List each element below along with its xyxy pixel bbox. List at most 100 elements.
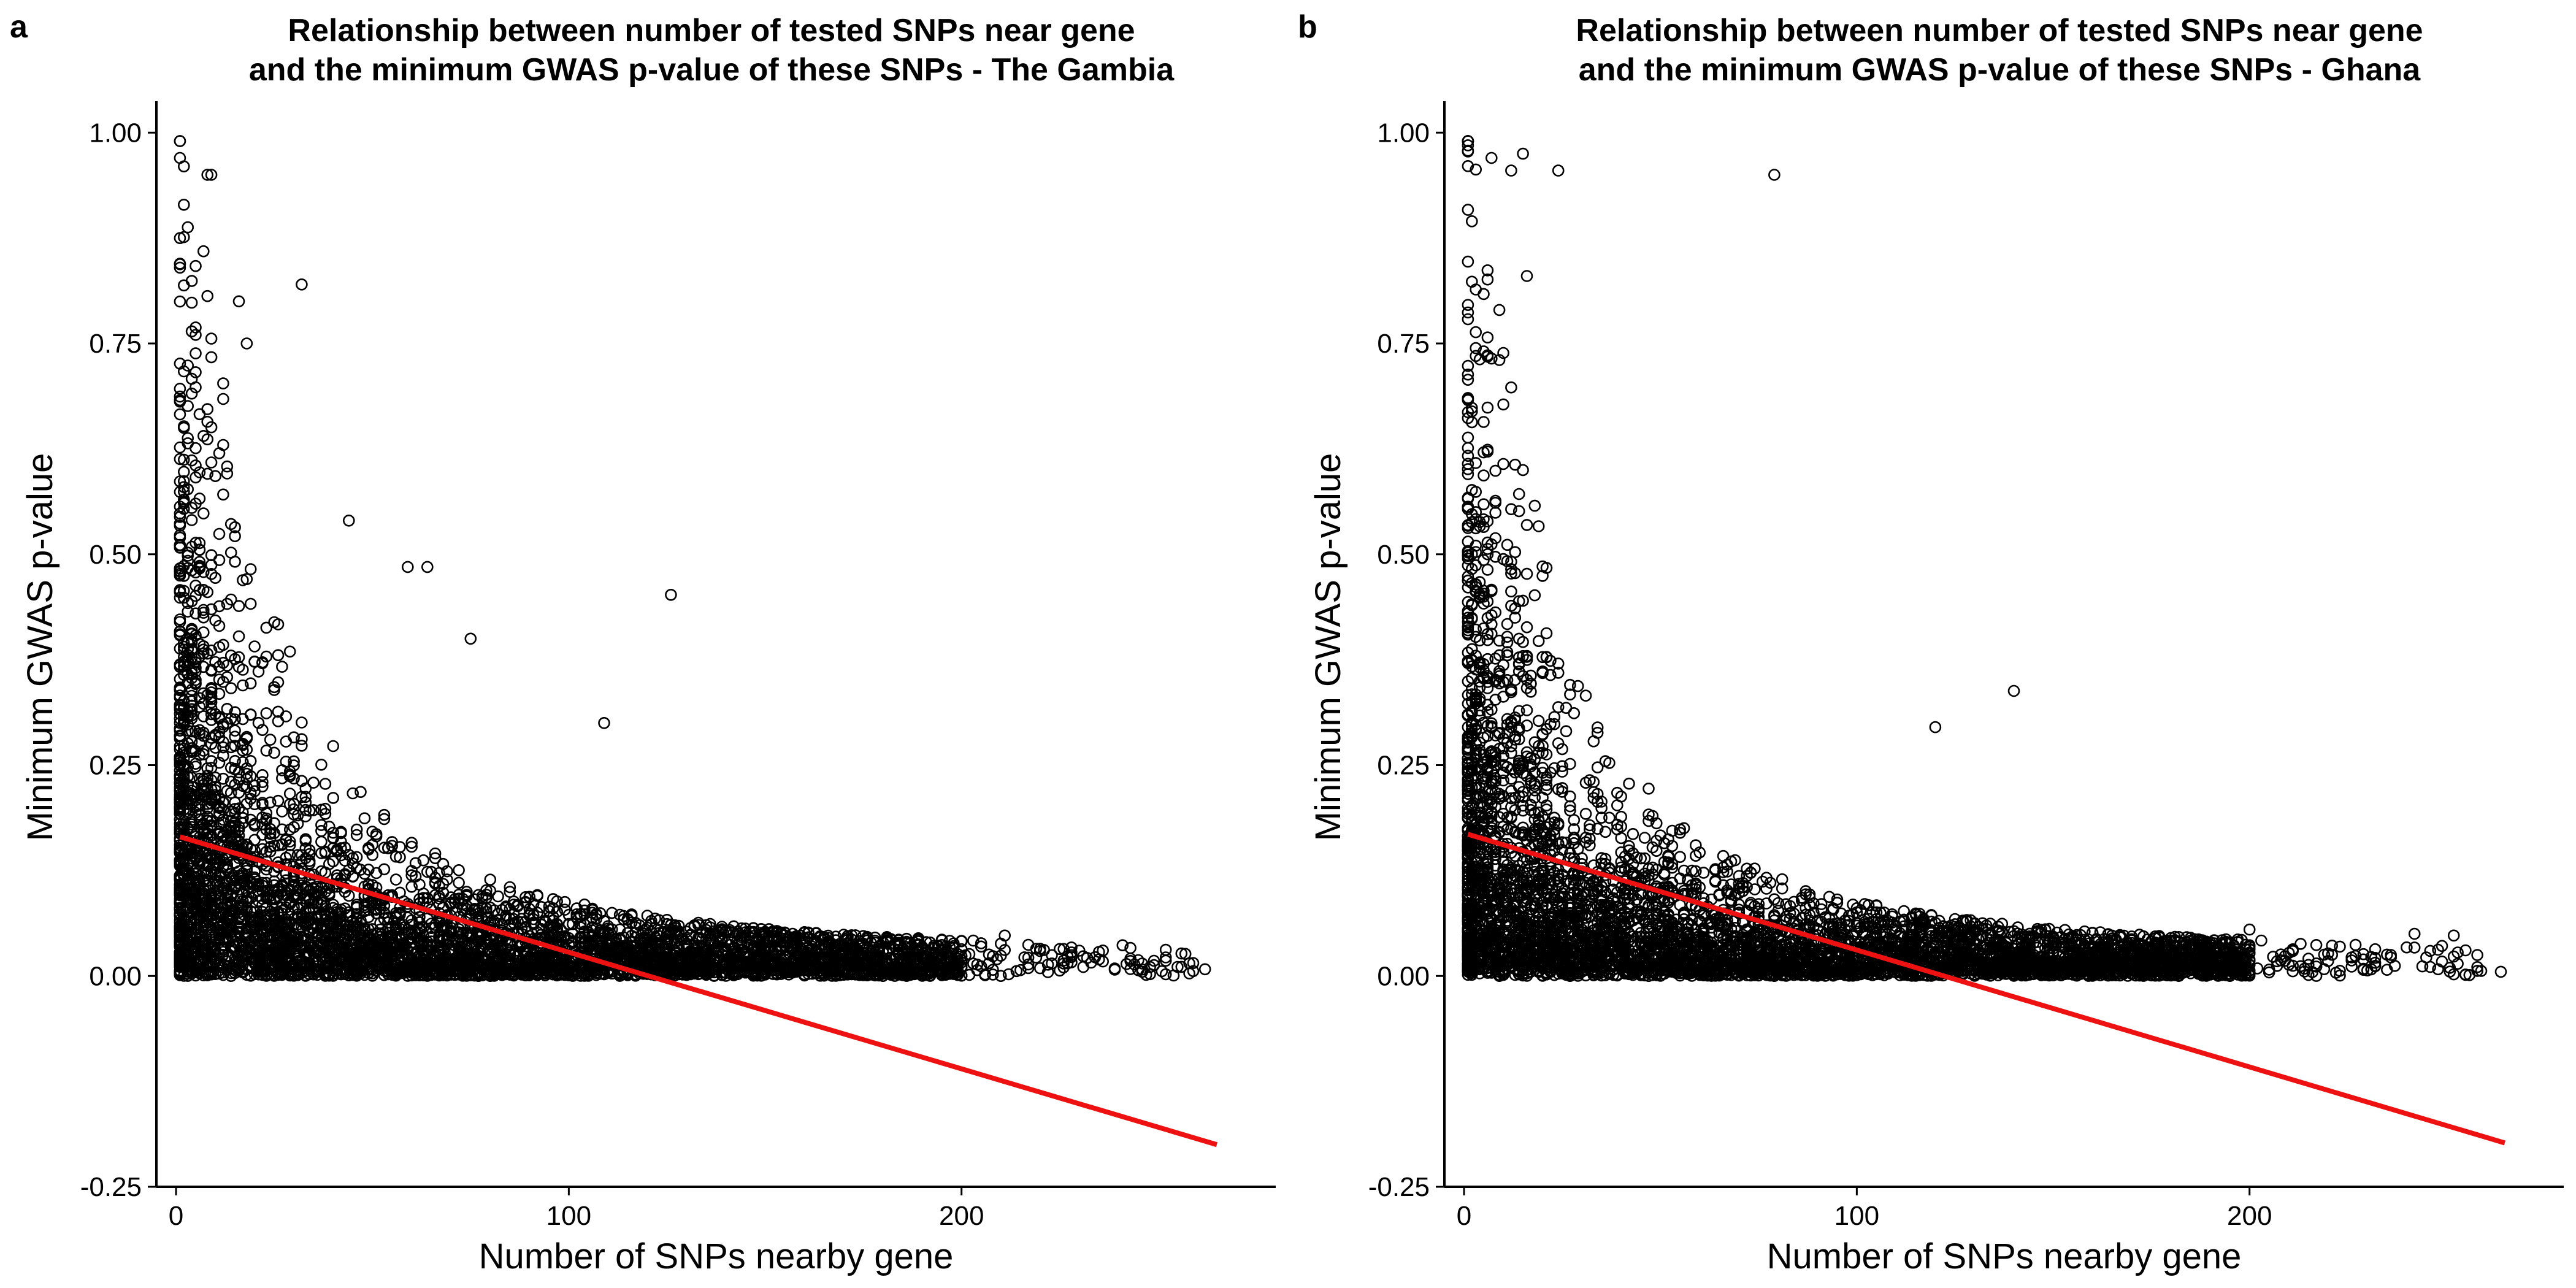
y-tick-label: 1.00 bbox=[89, 118, 142, 148]
scatter-point bbox=[1034, 943, 1046, 955]
scatter-point bbox=[453, 876, 465, 889]
scatter-point bbox=[1022, 938, 1035, 951]
scatter-point bbox=[605, 907, 618, 919]
scatter-point bbox=[339, 932, 351, 945]
y-tick-label: 0.00 bbox=[89, 961, 142, 991]
scatter-point bbox=[197, 907, 210, 920]
scatter-point bbox=[205, 926, 218, 938]
scatter-point bbox=[315, 825, 328, 837]
scatter-point bbox=[500, 902, 512, 914]
scatter-point bbox=[224, 682, 237, 694]
scatter-point bbox=[767, 957, 780, 970]
chart-title-line2: and the minimum GWAS p-value of these SN… bbox=[248, 52, 1175, 88]
scatter-point bbox=[582, 928, 595, 941]
scatter-point bbox=[260, 918, 273, 931]
scatter-point bbox=[594, 967, 607, 980]
scatter-point bbox=[366, 826, 379, 838]
scatter-point bbox=[193, 935, 206, 948]
scatter-point bbox=[873, 942, 885, 955]
scatter-point bbox=[672, 919, 685, 932]
scatter-point bbox=[217, 741, 229, 754]
scatter-point bbox=[288, 941, 300, 953]
scatter-point bbox=[672, 942, 685, 954]
scatter-point bbox=[276, 838, 288, 851]
scatter-point bbox=[296, 716, 308, 729]
scatter-point bbox=[327, 792, 340, 804]
scatter-point bbox=[185, 514, 198, 526]
scatter-point bbox=[197, 818, 210, 830]
scatter-point bbox=[299, 810, 312, 822]
scatter-point bbox=[260, 876, 273, 889]
scatter-point bbox=[468, 903, 481, 916]
scatter-point bbox=[739, 926, 752, 938]
scatter-point bbox=[319, 778, 332, 790]
scatter-point bbox=[174, 968, 186, 981]
scatter-point bbox=[260, 707, 273, 719]
scatter-point bbox=[342, 849, 355, 861]
scatter-point bbox=[456, 947, 469, 959]
scatter-point bbox=[386, 929, 399, 941]
x-tick-label: 100 bbox=[546, 1201, 591, 1231]
scatter-point bbox=[217, 909, 229, 922]
scatter-point bbox=[296, 961, 308, 974]
scatter-point bbox=[362, 841, 375, 854]
scatter-point bbox=[232, 948, 245, 960]
scatter-point bbox=[190, 366, 202, 378]
scatter-point bbox=[177, 198, 190, 211]
scatter-point bbox=[205, 791, 218, 803]
scatter-point bbox=[724, 933, 736, 945]
scatter-point bbox=[217, 772, 229, 785]
scatter-point bbox=[213, 711, 226, 723]
scatter-point bbox=[213, 661, 226, 673]
y-tick-label: 0.75 bbox=[89, 329, 142, 359]
scatter-point bbox=[190, 321, 202, 334]
scatter-point bbox=[221, 671, 234, 683]
scatter-point bbox=[413, 893, 426, 905]
scatter-point bbox=[229, 530, 241, 543]
scatter-point bbox=[224, 518, 237, 531]
scatter-point bbox=[209, 742, 221, 754]
scatter-point bbox=[716, 923, 728, 935]
scatter-point bbox=[185, 624, 198, 637]
scatter-point bbox=[248, 865, 261, 878]
scatter-point bbox=[260, 914, 273, 927]
scatter-point bbox=[260, 902, 273, 914]
scatter-point bbox=[507, 899, 520, 911]
scatter-point bbox=[240, 797, 253, 810]
scatter-point bbox=[272, 715, 285, 727]
scatter-point bbox=[413, 878, 426, 891]
scatter-point bbox=[213, 800, 226, 812]
scatter-point bbox=[232, 835, 245, 847]
scatter-point bbox=[523, 903, 536, 915]
scatter-point bbox=[759, 957, 772, 970]
scatter-point bbox=[276, 879, 288, 891]
scatter-point bbox=[358, 867, 371, 880]
scatter-point bbox=[861, 956, 873, 969]
scatter-point bbox=[237, 756, 249, 769]
scatter-point bbox=[1136, 957, 1149, 970]
scatter-point bbox=[248, 818, 261, 830]
scatter-point bbox=[185, 275, 198, 287]
scatter-point bbox=[190, 653, 202, 665]
scatter-point bbox=[802, 946, 815, 959]
scatter-point bbox=[358, 929, 371, 942]
scatter-point bbox=[232, 630, 245, 643]
scatter-point bbox=[177, 770, 190, 782]
scatter-point bbox=[205, 332, 218, 345]
scatter-point bbox=[244, 597, 257, 610]
scatter-point bbox=[182, 605, 194, 618]
scatter-point bbox=[405, 967, 418, 979]
scatter-point bbox=[802, 927, 815, 940]
scatter-point bbox=[237, 679, 249, 692]
scatter-point bbox=[955, 935, 968, 948]
scatter-point bbox=[1179, 948, 1192, 960]
scatter-point bbox=[174, 295, 186, 308]
scatter-point bbox=[421, 865, 434, 878]
scatter-point bbox=[280, 951, 293, 964]
scatter-point bbox=[252, 716, 265, 729]
scatter-point bbox=[244, 563, 257, 575]
scatter-point bbox=[201, 433, 214, 446]
scatter-point bbox=[272, 794, 285, 807]
scatter-point bbox=[562, 932, 575, 945]
scatter-point bbox=[209, 968, 221, 980]
